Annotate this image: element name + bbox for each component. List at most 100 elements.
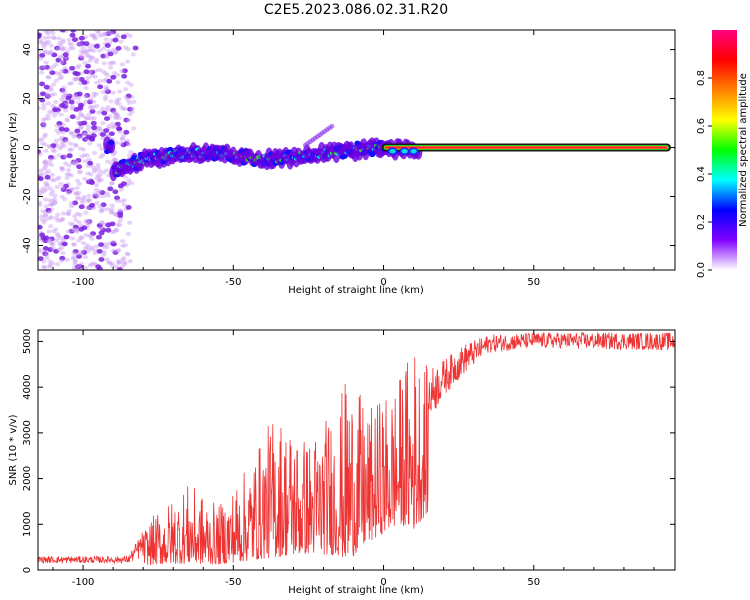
noise-speckle <box>83 210 89 215</box>
noise-speckle <box>49 242 55 247</box>
noise-speckle <box>44 182 50 187</box>
noise-speckle <box>56 247 62 252</box>
noise-speckle <box>60 211 67 216</box>
noise-speckle <box>101 250 107 255</box>
noise-speckle <box>125 47 131 52</box>
noise-speckle <box>44 183 50 188</box>
noise-speckle <box>59 87 66 93</box>
noise-speckle <box>40 141 46 146</box>
noise-speckle <box>114 121 121 127</box>
noise-speckle <box>56 130 62 135</box>
carrier-blob <box>408 147 419 155</box>
noise-speckle <box>116 101 122 106</box>
noise-speckle <box>70 159 77 165</box>
noise-speckle <box>80 45 86 50</box>
noise-speckle <box>64 117 70 122</box>
noise-speckle <box>42 132 49 137</box>
noise-speckle <box>82 265 89 270</box>
noise-speckle <box>95 166 101 171</box>
noise-speckle <box>118 141 124 146</box>
noise-speckle <box>70 30 77 33</box>
noise-speckle <box>87 234 93 239</box>
noise-speckle <box>56 46 62 51</box>
noise-speckle <box>99 220 105 225</box>
noise-speckle <box>95 173 101 178</box>
noise-speckle <box>125 231 132 236</box>
noise-speckle <box>108 131 115 137</box>
noise-speckle <box>66 209 72 214</box>
noise-speckle <box>47 186 53 191</box>
noise-speckle <box>68 228 75 234</box>
noise-speckle <box>79 40 86 46</box>
noise-speckle <box>53 227 59 232</box>
spectrogram-y-tick-label: 40 <box>22 43 33 56</box>
noise-speckle <box>41 167 47 172</box>
noise-speckle <box>40 189 47 194</box>
noise-speckle <box>111 248 117 253</box>
noise-speckle <box>125 205 132 210</box>
noise-speckle <box>120 257 126 262</box>
noise-speckle <box>38 152 43 157</box>
snr-y-tick-label: 3000 <box>22 420 33 445</box>
noise-speckle <box>42 213 48 218</box>
noise-speckle <box>123 87 129 92</box>
noise-speckle <box>87 58 93 63</box>
spectrogram-x-tick-label: 50 <box>527 277 540 288</box>
noise-speckle <box>117 210 124 216</box>
carrier-blob <box>387 147 398 155</box>
noise-speckle <box>49 172 55 177</box>
noise-speckle <box>99 146 105 151</box>
noise-speckle <box>68 201 74 206</box>
noise-speckle <box>76 238 82 243</box>
noise-speckle <box>58 245 64 250</box>
noise-speckle <box>89 245 95 250</box>
noise-speckle <box>116 267 123 270</box>
noise-speckle <box>70 228 77 233</box>
noise-speckle <box>47 144 53 149</box>
noise-speckle <box>82 176 88 181</box>
noise-speckle <box>47 51 53 56</box>
noise-speckle <box>105 31 112 37</box>
noise-speckle <box>40 117 47 122</box>
noise-speckle <box>66 172 73 177</box>
noise-speckle <box>84 153 90 158</box>
noise-speckle <box>46 35 52 40</box>
noise-speckle <box>88 97 94 102</box>
snr-y-ticks: 0 1000 2000 3000 4000 5000 <box>22 329 675 573</box>
noise-speckle <box>120 239 126 244</box>
noise-speckle <box>77 81 83 86</box>
noise-speckle <box>41 49 48 54</box>
noise-speckle <box>63 234 70 240</box>
noise-speckle <box>84 205 90 210</box>
noise-speckle <box>119 136 125 141</box>
noise-speckle <box>69 204 75 209</box>
noise-speckle <box>116 97 122 102</box>
noise-speckle <box>109 263 115 268</box>
noise-speckle <box>126 178 132 183</box>
noise-speckle <box>90 104 96 109</box>
noise-speckle <box>126 142 132 147</box>
noise-speckle <box>82 50 89 55</box>
noise-speckle <box>89 202 96 208</box>
noise-speckle <box>38 66 42 71</box>
noise-speckle <box>52 200 58 205</box>
colorbar-label: Normalized spectral amplitude <box>738 73 749 227</box>
noise-speckle <box>38 247 42 252</box>
noise-speckle <box>101 61 107 66</box>
noise-speckle <box>111 124 118 129</box>
spectrogram-y-label: Frequency (Hz) <box>8 112 19 188</box>
noise-speckle <box>74 71 81 77</box>
noise-speckle <box>98 226 104 231</box>
noise-speckle <box>92 193 99 199</box>
noise-speckle <box>105 89 112 94</box>
noise-speckle <box>54 262 61 267</box>
noise-speckle <box>50 31 56 36</box>
noise-speckle <box>62 52 69 58</box>
noise-speckle <box>111 239 117 244</box>
noise-speckle <box>56 36 62 41</box>
noise-speckle <box>122 243 128 248</box>
noise-speckle <box>59 258 65 263</box>
noise-speckle <box>88 135 95 141</box>
noise-speckle <box>50 103 56 108</box>
noise-speckle <box>74 229 80 234</box>
